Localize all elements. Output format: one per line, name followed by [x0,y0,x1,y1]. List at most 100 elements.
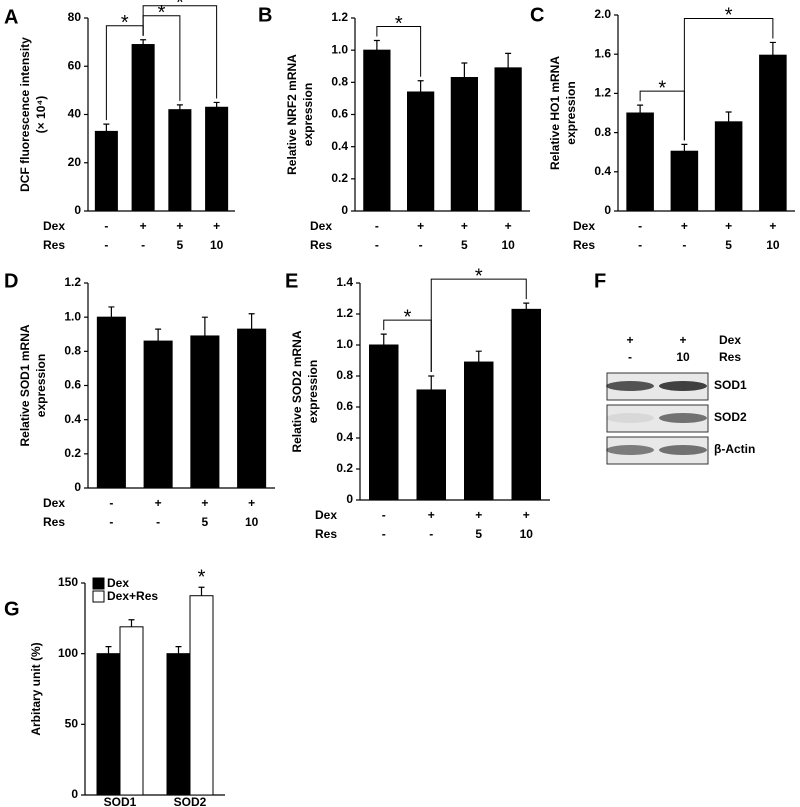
bar [94,130,118,212]
condition-value: 10 [210,238,224,252]
blot-band [659,445,707,455]
condition-value: - [375,219,379,233]
error-bar [428,375,435,390]
legend-label: Dex [107,576,129,590]
band-label: SOD1 [714,378,747,392]
condition-name: Dex [43,219,65,233]
error-bar [681,143,688,152]
y-tick-label: 40 [68,107,82,121]
error-bar [128,619,135,627]
y-tick-label: 50 [65,717,79,731]
y-tick-label: 0.6 [64,378,81,392]
error-bar [248,313,255,330]
significance-bracket [376,26,422,77]
significance-star: * [158,2,166,24]
condition-name: Dex [573,219,595,233]
condition-name: Res [719,350,741,364]
bar [416,389,446,501]
condition-value: - [375,238,379,252]
condition-name: Res [573,238,595,252]
condition-value: + [725,219,732,233]
significance-star: * [475,265,483,287]
y-tick-label: 0.4 [336,430,353,444]
significance-star: * [121,12,129,34]
condition-name: Dex [310,219,332,233]
y-tick-label: 1.2 [336,306,353,320]
condition-name: Res [315,527,337,541]
condition-value: + [248,496,255,510]
bar [168,109,192,212]
condition-value: 10 [245,515,259,529]
y-tick-label: 1.2 [594,86,611,100]
error-bar [105,646,112,654]
condition-name: Res [43,238,65,252]
condition-name: Dex [719,333,741,347]
condition-value: - [628,350,632,364]
bar [96,316,126,489]
condition-value: - [156,515,160,529]
condition-value: + [213,219,220,233]
y-tick-label: 0.4 [331,139,348,153]
error-bar [140,39,147,45]
y-tick-label: 0 [604,203,611,217]
condition-value: - [109,515,113,529]
condition-value: - [419,238,423,252]
bar [759,54,787,212]
y-axis-label: Relative SOD2 mRNA [290,330,304,452]
bar [363,49,391,212]
condition-value: - [109,496,113,510]
bar [189,595,214,796]
bar [237,328,267,489]
y-tick-label: 1.6 [594,46,611,60]
y-tick-label: 1.0 [336,337,353,351]
condition-name: Res [310,238,332,252]
y-axis-label: Relative NRF2 mRNA [285,54,299,175]
condition-value: 10 [766,238,780,252]
significance-star: * [725,5,733,27]
panel-label: F [594,270,606,292]
condition-value: + [201,496,208,510]
bar [714,121,743,212]
legend-swatch [92,590,105,603]
y-tick-label: 60 [68,58,82,72]
condition-value: - [104,219,108,233]
band-label: SOD2 [714,410,747,424]
condition-value: 10 [676,350,690,364]
y-tick-label: 0.6 [336,399,353,413]
bar [166,653,191,796]
condition-value: + [679,333,686,347]
error-bar [155,328,162,342]
panel-label: E [285,270,298,292]
y-tick-label: 1.2 [331,10,348,24]
y-tick-label: 0 [341,203,348,217]
y-axis-label: Relative HO1 mRNA [548,56,562,170]
y-axis-label: expression [34,354,48,417]
error-bar [380,333,387,345]
significance-star: * [198,567,206,589]
y-axis-label: (× 10⁴) [34,96,48,134]
error-bar [475,350,482,363]
x-tick-label: SOD1 [104,795,137,807]
blot-band [606,413,654,423]
bar [464,361,494,501]
y-tick-label: 0 [346,492,353,506]
bar [626,112,654,212]
error-bar [198,586,205,596]
significance-bracket [683,17,774,141]
error-bar [725,111,732,122]
bar [670,150,699,212]
condition-value: - [638,238,642,252]
y-tick-label: 0.8 [594,125,611,139]
error-bar [103,123,110,132]
error-bar [175,646,182,654]
y-tick-label: 1.2 [64,275,81,289]
error-bar [213,101,220,108]
error-bar [176,104,183,110]
y-axis-label: Arbitary unit (%) [29,642,43,735]
condition-value: + [417,219,424,233]
y-tick-label: 0.8 [336,368,353,382]
panel-label: B [258,4,272,26]
condition-value: - [104,238,108,252]
y-tick-label: 0 [71,787,78,801]
error-bar [373,39,380,51]
